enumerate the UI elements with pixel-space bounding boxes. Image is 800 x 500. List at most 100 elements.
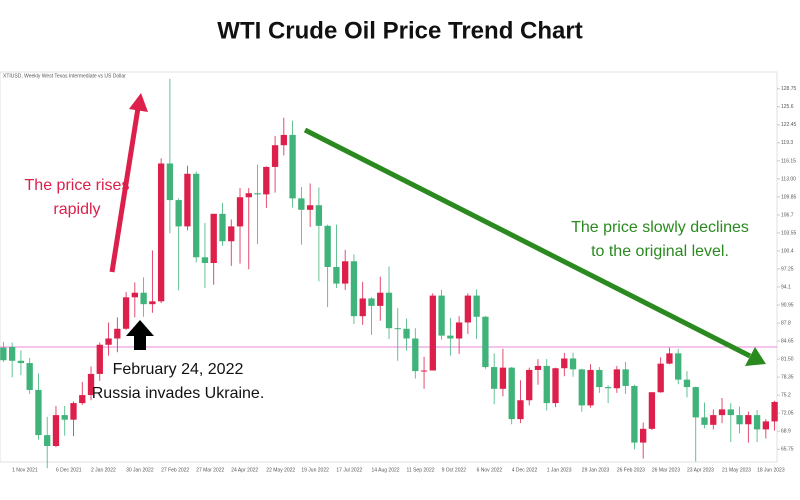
candle-body — [315, 205, 323, 226]
candle-body — [201, 257, 209, 263]
candle-body — [17, 360, 25, 364]
x-tick-label: 17 Jul 2022 — [336, 467, 362, 473]
candle-body — [228, 226, 235, 242]
candle-body — [79, 395, 86, 404]
candle-body — [52, 415, 60, 446]
candle-body — [26, 363, 33, 390]
candle-body — [640, 428, 647, 443]
candle-body — [604, 387, 612, 389]
candle-body — [762, 421, 770, 430]
x-tick-label: 14 Aug 2022 — [371, 467, 399, 473]
x-tick-label: 22 May 2022 — [266, 467, 295, 473]
y-tick-label: 128.75 — [781, 86, 797, 92]
rise-arrow — [109, 107, 141, 273]
candle-body — [368, 298, 375, 306]
candle-body — [87, 373, 95, 396]
candle-body — [517, 400, 524, 420]
candle-body — [149, 301, 156, 305]
candle-body — [210, 213, 217, 263]
candle-body — [569, 358, 577, 370]
x-tick-label: 9 Oct 2022 — [442, 467, 467, 473]
y-tick-label: 68.9 — [781, 428, 791, 434]
y-tick-label: 72.05 — [781, 410, 794, 416]
candle-body — [482, 316, 489, 368]
candle-body — [412, 338, 419, 372]
y-tick-label: 109.85 — [781, 194, 797, 200]
candle-body — [394, 328, 401, 330]
x-tick-label: 1 Nov 2021 — [12, 467, 38, 473]
candle-body — [122, 297, 130, 329]
y-tick-label: 113.00 — [781, 176, 796, 182]
candle-body — [271, 145, 279, 167]
annotation: February 24, 2022 — [113, 361, 244, 378]
y-tick-label: 103.55 — [781, 230, 797, 236]
candle-body — [771, 401, 778, 422]
x-tick-label: 1 Jan 2023 — [547, 467, 572, 473]
x-tick-label: 27 Feb 2022 — [161, 467, 189, 473]
candle-body — [44, 435, 51, 446]
candle-body — [350, 261, 358, 317]
candle-body — [70, 403, 77, 420]
x-tick-label: 11 Sep 2022 — [407, 467, 435, 473]
candle-body — [666, 353, 673, 364]
chart-label: XTIUSD, Weekly West Texas Intermediate v… — [3, 73, 126, 79]
candle-body — [184, 173, 191, 227]
x-tick-label: 21 May 2023 — [722, 467, 751, 473]
candle-body — [114, 328, 121, 339]
candle-body — [140, 292, 147, 305]
candle-body — [648, 392, 656, 429]
candle-body — [578, 369, 585, 406]
candle-body — [753, 415, 761, 430]
candle-body — [219, 213, 226, 242]
rise-arrow-head — [129, 93, 148, 112]
x-tick-label: 23 Apr 2023 — [687, 467, 714, 473]
candle-body — [157, 163, 165, 302]
decline-arrow — [303, 127, 752, 359]
candle-body — [236, 197, 244, 227]
x-tick-label: 6 Nov 2022 — [477, 467, 503, 473]
candle-body — [359, 298, 366, 317]
event-arrow — [126, 320, 154, 350]
candle-body — [0, 347, 7, 361]
candle-body — [526, 369, 533, 401]
candle-body — [692, 387, 699, 418]
candle-body — [324, 225, 331, 267]
y-tick-label: 125.6 — [781, 104, 794, 110]
candle-body — [613, 369, 621, 389]
y-tick-label: 94.1 — [781, 284, 791, 290]
chart-title: WTI Crude Oil Price Trend Chart — [217, 17, 582, 44]
candle-body — [166, 163, 174, 201]
y-tick-label: 81.50 — [781, 356, 794, 362]
decline-arrow-head — [745, 347, 766, 366]
x-tick-label: 26 Mar 2023 — [652, 467, 680, 473]
candle-body — [596, 369, 603, 388]
annotation: Russia invades Ukraine. — [92, 385, 265, 402]
candle-body — [736, 415, 743, 425]
y-tick-label: 84.65 — [781, 338, 794, 344]
annotation: The price slowly declines — [571, 219, 749, 236]
candle-body — [254, 193, 261, 195]
candle-body — [631, 385, 638, 443]
candle-body — [385, 292, 393, 329]
candle-body — [8, 347, 16, 361]
candle-body — [298, 198, 305, 210]
candle-body — [333, 267, 340, 284]
y-tick-label: 75.2 — [781, 392, 791, 398]
candle-body — [438, 295, 445, 336]
candle-body — [96, 344, 103, 374]
candle-body — [175, 200, 182, 227]
x-tick-label: 26 Feb 2023 — [617, 467, 645, 473]
candle-body — [683, 379, 691, 388]
candle-body — [455, 322, 463, 339]
annotation: rapidly — [53, 201, 100, 218]
annotation: The price rises — [25, 177, 130, 194]
annotations: The price rises rapidly February 24, 202… — [25, 93, 766, 402]
candle-body — [675, 353, 682, 380]
candle-body — [429, 295, 436, 371]
candle-body — [447, 335, 454, 339]
x-tick-label: 24 Apr 2022 — [231, 467, 258, 473]
candle-body — [420, 370, 428, 372]
candle-body — [131, 292, 138, 298]
y-tick-label: 100.4 — [781, 248, 794, 254]
